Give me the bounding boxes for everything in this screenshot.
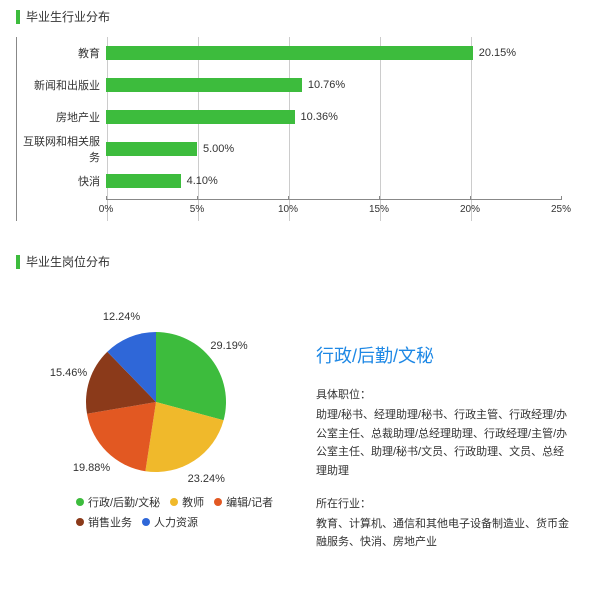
bar-row: 新闻和出版业10.76% <box>106 69 576 101</box>
legend-item: 教师 <box>170 494 204 510</box>
x-tick-label: 5% <box>190 204 204 215</box>
pie-legend: 行政/后勤/文秘 教师 编辑/记者销售业务 人力资源 <box>76 494 306 534</box>
legend-label: 人力资源 <box>154 514 198 530</box>
pie-slice-label: 19.88% <box>73 462 110 474</box>
x-tick <box>561 196 562 200</box>
bar-value-label: 10.36% <box>301 111 338 123</box>
legend-item: 行政/后勤/文秘 <box>76 494 160 510</box>
x-tick <box>197 196 198 200</box>
x-tick-label: 20% <box>460 204 480 215</box>
x-tick <box>470 196 471 200</box>
section-title-text: 毕业生行业分布 <box>26 8 110 25</box>
legend-dot <box>214 498 222 506</box>
info-industries-heading: 所在行业： <box>316 495 574 511</box>
bar-value-label: 4.10% <box>187 175 218 187</box>
info-positions-body: 助理/秘书、经理助理/秘书、行政主管、行政经理/办公室主任、总裁助理/总经理助理… <box>316 406 574 481</box>
title-accent-bar <box>16 10 20 24</box>
x-tick <box>106 196 107 200</box>
pie-column: 行政/后勤/文秘 教师 编辑/记者销售业务 人力资源 29.19% 23.24% 19.8… <box>16 282 306 566</box>
bar-track: 10.76% <box>106 69 576 101</box>
bar-value-label: 10.76% <box>308 79 345 91</box>
legend-dot <box>76 498 84 506</box>
bar <box>106 46 473 60</box>
bar <box>106 142 197 156</box>
legend-item: 编辑/记者 <box>214 494 273 510</box>
bar <box>106 110 295 124</box>
bar-track: 4.10% <box>106 165 576 197</box>
pie-slice-label: 15.46% <box>50 367 87 379</box>
section-title-text: 毕业生岗位分布 <box>26 253 110 270</box>
bar-row: 互联网和相关服务5.00% <box>106 133 576 165</box>
y-axis <box>16 37 17 221</box>
bar-category-label: 互联网和相关服务 <box>16 133 100 165</box>
bar-category-label: 快消 <box>16 173 100 189</box>
industry-bar-chart: 教育20.15%新闻和出版业10.76%房地产业10.36%互联网和相关服务5.… <box>16 37 576 221</box>
industry-section: 毕业生行业分布 教育20.15%新闻和出版业10.76%房地产业10.36%互联… <box>0 0 600 237</box>
x-tick-label: 0% <box>99 204 113 215</box>
bar-track: 20.15% <box>106 37 576 69</box>
section-title: 毕业生行业分布 <box>16 8 584 25</box>
info-positions-heading: 具体职位： <box>316 386 574 402</box>
legend-label: 编辑/记者 <box>226 494 273 510</box>
pie-slice-label: 12.24% <box>103 311 140 323</box>
position-section: 毕业生岗位分布 行政/后勤/文秘教师编辑/记者销售业务人力资源 29.19%23… <box>0 237 600 582</box>
x-tick-label: 15% <box>369 204 389 215</box>
info-title: 行政/后勤/文秘 <box>316 342 574 368</box>
x-tick-label: 10% <box>278 204 298 215</box>
bar-value-label: 5.00% <box>203 143 234 155</box>
x-tick <box>288 196 289 200</box>
legend-label: 行政/后勤/文秘 <box>88 494 160 510</box>
info-industries-body: 教育、计算机、通信和其他电子设备制造业、货币金融服务、快消、房地产业 <box>316 515 574 552</box>
legend-label: 销售业务 <box>88 514 132 530</box>
bar-track: 10.36% <box>106 101 576 133</box>
section-title: 毕业生岗位分布 <box>16 253 584 270</box>
pie-slice-label: 29.19% <box>210 340 247 352</box>
bar-row: 教育20.15% <box>106 37 576 69</box>
legend-item: 人力资源 <box>142 514 198 530</box>
x-axis: 0%5%10%15%20%25% <box>106 199 561 221</box>
bar-category-label: 教育 <box>16 45 100 61</box>
bar-row: 快消4.10% <box>106 165 576 197</box>
position-pie-area: 行政/后勤/文秘教师编辑/记者销售业务人力资源 29.19%23.24%19.8… <box>16 282 584 566</box>
info-column: 行政/后勤/文秘 具体职位： 助理/秘书、经理助理/秘书、行政主管、行政经理/办… <box>306 282 584 566</box>
legend-dot <box>76 518 84 526</box>
pie-slice-label: 23.24% <box>188 473 225 485</box>
bar-row: 房地产业10.36% <box>106 101 576 133</box>
title-accent-bar <box>16 255 20 269</box>
legend-dot <box>170 498 178 506</box>
bar-category-label: 新闻和出版业 <box>16 77 100 93</box>
bar <box>106 78 302 92</box>
x-tick <box>379 196 380 200</box>
bar-track: 5.00% <box>106 133 576 165</box>
bar <box>106 174 181 188</box>
x-tick-label: 25% <box>551 204 571 215</box>
legend-label: 教师 <box>182 494 204 510</box>
legend-item: 销售业务 <box>76 514 132 530</box>
legend-dot <box>142 518 150 526</box>
bar-value-label: 20.15% <box>479 47 516 59</box>
bar-category-label: 房地产业 <box>16 109 100 125</box>
